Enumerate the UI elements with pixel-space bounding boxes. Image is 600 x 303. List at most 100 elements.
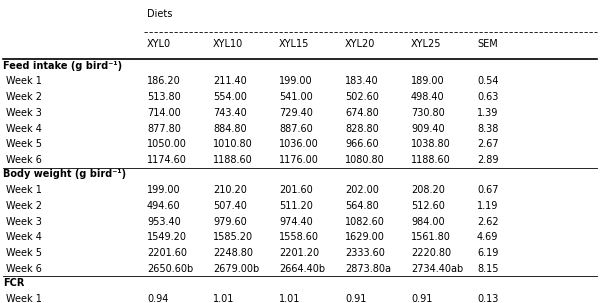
Text: Week 6: Week 6: [6, 264, 42, 274]
Text: Week 2: Week 2: [6, 201, 42, 211]
Text: 2664.40b: 2664.40b: [279, 264, 325, 274]
Text: XYL15: XYL15: [279, 39, 310, 49]
Text: 512.60: 512.60: [411, 201, 445, 211]
Text: Week 2: Week 2: [6, 92, 42, 102]
Text: 8.15: 8.15: [477, 264, 499, 274]
Text: 2248.80: 2248.80: [213, 248, 253, 258]
Text: Week 6: Week 6: [6, 155, 42, 165]
Text: 208.20: 208.20: [411, 185, 445, 195]
Text: 201.60: 201.60: [279, 185, 313, 195]
Text: 513.80: 513.80: [147, 92, 181, 102]
Text: 1.01: 1.01: [213, 294, 235, 303]
Text: 1082.60: 1082.60: [345, 217, 385, 227]
Text: 1561.80: 1561.80: [411, 232, 451, 242]
Text: 211.40: 211.40: [213, 76, 247, 86]
Text: Feed intake (g bird⁻¹): Feed intake (g bird⁻¹): [3, 61, 122, 71]
Text: 541.00: 541.00: [279, 92, 313, 102]
Text: 1010.80: 1010.80: [213, 139, 253, 149]
Text: 6.19: 6.19: [477, 248, 499, 258]
Text: 1174.60: 1174.60: [147, 155, 187, 165]
Text: XYL0: XYL0: [147, 39, 171, 49]
Text: 984.00: 984.00: [411, 217, 445, 227]
Text: 2220.80: 2220.80: [411, 248, 451, 258]
Text: Week 3: Week 3: [6, 217, 42, 227]
Text: 199.00: 199.00: [147, 185, 181, 195]
Text: 2650.60b: 2650.60b: [147, 264, 193, 274]
Text: 979.60: 979.60: [213, 217, 247, 227]
Text: Diets: Diets: [147, 9, 172, 19]
Text: 1.01: 1.01: [279, 294, 301, 303]
Text: 502.60: 502.60: [345, 92, 379, 102]
Text: 1080.80: 1080.80: [345, 155, 385, 165]
Text: 1036.00: 1036.00: [279, 139, 319, 149]
Text: 507.40: 507.40: [213, 201, 247, 211]
Text: 199.00: 199.00: [279, 76, 313, 86]
Text: XYL20: XYL20: [345, 39, 376, 49]
Text: 743.40: 743.40: [213, 108, 247, 118]
Text: 909.40: 909.40: [411, 124, 445, 134]
Text: 966.60: 966.60: [345, 139, 379, 149]
Text: 8.38: 8.38: [477, 124, 499, 134]
Text: 1188.60: 1188.60: [411, 155, 451, 165]
Text: Body weight (g bird⁻¹): Body weight (g bird⁻¹): [3, 169, 126, 179]
Text: 1549.20: 1549.20: [147, 232, 187, 242]
Text: 2201.60: 2201.60: [147, 248, 187, 258]
Text: 0.63: 0.63: [477, 92, 499, 102]
Text: 554.00: 554.00: [213, 92, 247, 102]
Text: 729.40: 729.40: [279, 108, 313, 118]
Text: Week 1: Week 1: [6, 294, 42, 303]
Text: 0.13: 0.13: [477, 294, 499, 303]
Text: 564.80: 564.80: [345, 201, 379, 211]
Text: 2333.60: 2333.60: [345, 248, 385, 258]
Text: 884.80: 884.80: [213, 124, 247, 134]
Text: 674.80: 674.80: [345, 108, 379, 118]
Text: 2201.20: 2201.20: [279, 248, 319, 258]
Text: 887.60: 887.60: [279, 124, 313, 134]
Text: 1585.20: 1585.20: [213, 232, 253, 242]
Text: 494.60: 494.60: [147, 201, 181, 211]
Text: Week 1: Week 1: [6, 185, 42, 195]
Text: 186.20: 186.20: [147, 76, 181, 86]
Text: Week 4: Week 4: [6, 232, 42, 242]
Text: 4.69: 4.69: [477, 232, 499, 242]
Text: 2.89: 2.89: [477, 155, 499, 165]
Text: Week 3: Week 3: [6, 108, 42, 118]
Text: 1629.00: 1629.00: [345, 232, 385, 242]
Text: 183.40: 183.40: [345, 76, 379, 86]
Text: 1.39: 1.39: [477, 108, 499, 118]
Text: FCR: FCR: [3, 278, 25, 288]
Text: 202.00: 202.00: [345, 185, 379, 195]
Text: SEM: SEM: [477, 39, 498, 49]
Text: 0.54: 0.54: [477, 76, 499, 86]
Text: 0.67: 0.67: [477, 185, 499, 195]
Text: 0.91: 0.91: [345, 294, 367, 303]
Text: 0.91: 0.91: [411, 294, 433, 303]
Text: 1188.60: 1188.60: [213, 155, 253, 165]
Text: Week 4: Week 4: [6, 124, 42, 134]
Text: 511.20: 511.20: [279, 201, 313, 211]
Text: 1176.00: 1176.00: [279, 155, 319, 165]
Text: 1.19: 1.19: [477, 201, 499, 211]
Text: 2734.40ab: 2734.40ab: [411, 264, 463, 274]
Text: 1038.80: 1038.80: [411, 139, 451, 149]
Text: 498.40: 498.40: [411, 92, 445, 102]
Text: XYL25: XYL25: [411, 39, 442, 49]
Text: 2873.80a: 2873.80a: [345, 264, 391, 274]
Text: Week 1: Week 1: [6, 76, 42, 86]
Text: 730.80: 730.80: [411, 108, 445, 118]
Text: 974.40: 974.40: [279, 217, 313, 227]
Text: XYL10: XYL10: [213, 39, 243, 49]
Text: 828.80: 828.80: [345, 124, 379, 134]
Text: 2.67: 2.67: [477, 139, 499, 149]
Text: 953.40: 953.40: [147, 217, 181, 227]
Text: 2.62: 2.62: [477, 217, 499, 227]
Text: 877.80: 877.80: [147, 124, 181, 134]
Text: 1050.00: 1050.00: [147, 139, 187, 149]
Text: 189.00: 189.00: [411, 76, 445, 86]
Text: 1558.60: 1558.60: [279, 232, 319, 242]
Text: Week 5: Week 5: [6, 248, 42, 258]
Text: 714.00: 714.00: [147, 108, 181, 118]
Text: 2679.00b: 2679.00b: [213, 264, 259, 274]
Text: 210.20: 210.20: [213, 185, 247, 195]
Text: 0.94: 0.94: [147, 294, 169, 303]
